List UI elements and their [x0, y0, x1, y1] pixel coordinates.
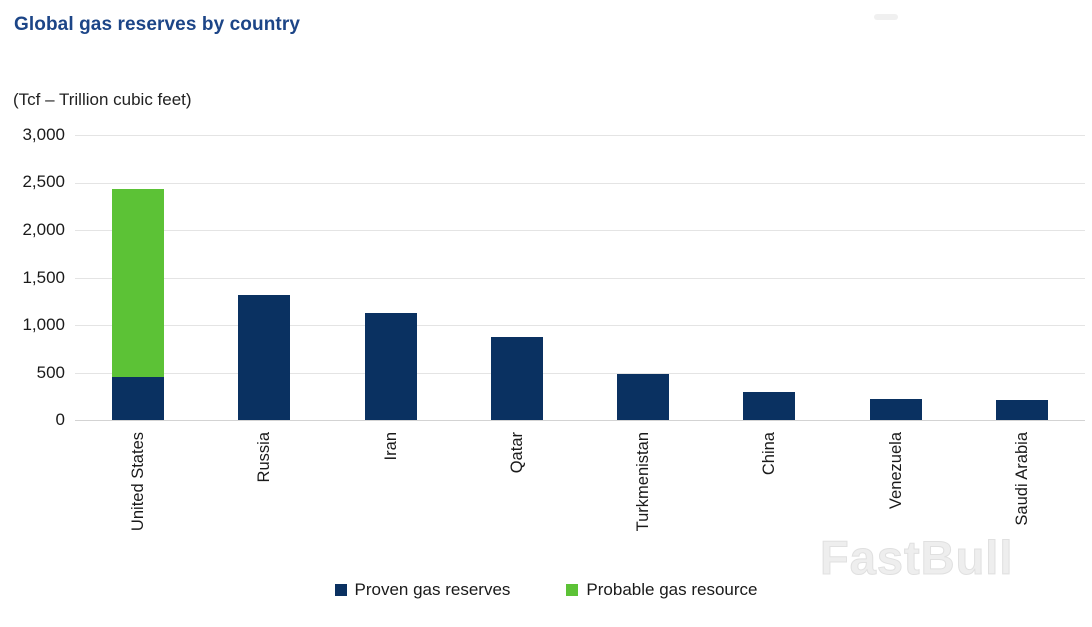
bar-slot-iran: Iran	[328, 135, 454, 460]
y-axis-unit-label: (Tcf – Trillion cubic feet)	[13, 90, 192, 109]
gridlines	[75, 135, 1085, 421]
segment-proven-gas-reserves-saudi-arabia	[995, 400, 1048, 420]
gridline	[75, 135, 1085, 136]
bar-slot-saudi-arabia: Saudi Arabia	[959, 135, 1085, 526]
x-label-text: Russia	[255, 432, 274, 483]
segment-proven-gas-reserves-russia	[238, 294, 291, 420]
x-label-text: China	[760, 432, 779, 476]
bar-venezuela	[869, 135, 922, 420]
bar-russia	[238, 135, 291, 420]
y-tick-label-1,000: 1,000	[22, 314, 65, 334]
bar-slot-russia: Russia	[201, 135, 327, 482]
legend-item-proven-gas-reserves: Proven gas reserves	[334, 580, 511, 600]
segment-proven-gas-reserves-china	[743, 391, 796, 420]
watermark: FastBull	[819, 531, 1014, 585]
x-label-text: Qatar	[507, 432, 526, 474]
y-tick-label-0: 0	[55, 410, 65, 429]
bar-slot-united-states: United States	[75, 135, 201, 531]
segment-probable-gas-resource-united-states	[112, 189, 165, 378]
legend: Proven gas reserves Probable gas resource	[0, 580, 1092, 600]
x-label-text: United States	[129, 432, 148, 532]
bar-china	[743, 135, 796, 420]
bar-turkmenistan	[617, 135, 670, 420]
x-label-text: Venezuela	[886, 432, 905, 510]
chart-title: Global gas reserves by country	[14, 14, 301, 35]
y-axis: 0 500 1,000 1,500 2,000 2,500 3,000	[0, 125, 65, 429]
y-tick-label-2,000: 2,000	[22, 219, 65, 239]
x-label-text: Saudi Arabia	[1012, 432, 1031, 526]
segment-proven-gas-reserves-venezuela	[869, 399, 922, 420]
y-tick-label-500: 500	[36, 362, 65, 382]
segment-proven-gas-reserves-qatar	[490, 337, 543, 420]
legend-swatch-icon	[566, 584, 579, 596]
bar-iran	[364, 135, 417, 420]
segment-proven-gas-reserves-iran	[364, 312, 417, 420]
bar-slot-qatar: Qatar	[454, 135, 580, 473]
watermark-artifact	[874, 14, 898, 20]
gridline	[75, 182, 1085, 184]
segment-proven-gas-reserves-turkmenistan	[617, 374, 670, 420]
legend-label: Probable gas resource	[586, 580, 758, 599]
bar-slot-turkmenistan: Turkmenistan	[580, 135, 706, 531]
bar-united-states	[112, 135, 165, 420]
gridline	[75, 230, 1085, 231]
bar-slots: United States Russia Iran Qatar Turkmenistan…	[75, 135, 1085, 531]
gridline	[75, 325, 1085, 326]
legend-swatch-icon	[334, 584, 347, 596]
x-label-text: Turkmenistan	[634, 432, 653, 532]
y-tick-label-2,500: 2,500	[22, 172, 65, 192]
y-tick-label-1,500: 1,500	[22, 267, 65, 287]
x-axis-line	[75, 420, 1085, 421]
gridline	[75, 372, 1085, 374]
x-label-text: Iran	[381, 432, 400, 461]
bar-slot-venezuela: Venezuela	[833, 135, 959, 509]
segment-proven-gas-reserves-united-states	[112, 377, 165, 420]
legend-label: Proven gas reserves	[354, 580, 511, 599]
bar-slot-china: China	[706, 135, 832, 475]
bar-saudi-arabia	[995, 135, 1048, 420]
bar-qatar	[490, 135, 543, 420]
legend-item-probable-gas-resource: Probable gas resource	[566, 580, 757, 600]
plot-area: United States Russia Iran Qatar Turkmenistan…	[75, 135, 1085, 531]
y-tick-label-3,000: 3,000	[22, 125, 65, 144]
gridline	[75, 277, 1085, 279]
